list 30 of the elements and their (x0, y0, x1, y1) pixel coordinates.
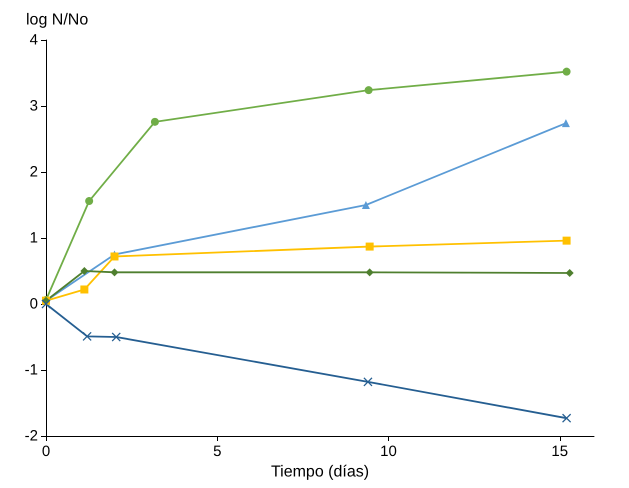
y-tick-label: 0 (30, 296, 38, 312)
y-tick-label: 1 (30, 230, 38, 246)
point (366, 268, 374, 276)
point (364, 86, 373, 94)
point (562, 236, 571, 245)
point (562, 68, 571, 76)
point (112, 332, 121, 342)
x-tick-label: 5 (213, 443, 222, 460)
y-tick-label: 4 (30, 32, 38, 48)
point (85, 197, 94, 206)
point (562, 119, 570, 128)
x-tick-label: 15 (551, 443, 568, 460)
point (150, 118, 159, 126)
y-tick-label: -2 (24, 428, 38, 444)
point (366, 242, 374, 251)
x-tick-label: 10 (380, 443, 397, 460)
y-axis-title: log N/No (26, 12, 88, 28)
point (80, 285, 88, 294)
point (566, 268, 574, 277)
y-tick-label: 3 (30, 98, 38, 114)
point (110, 268, 118, 276)
x-axis-title: Tiempo (días) (270, 464, 370, 480)
point (363, 377, 372, 386)
x-tick-label: 0 (42, 443, 50, 460)
point (82, 332, 92, 341)
point (362, 201, 370, 209)
point (562, 414, 572, 423)
y-tick-label: 2 (30, 164, 38, 180)
y-tick-label: -1 (24, 362, 38, 378)
point (80, 267, 88, 275)
